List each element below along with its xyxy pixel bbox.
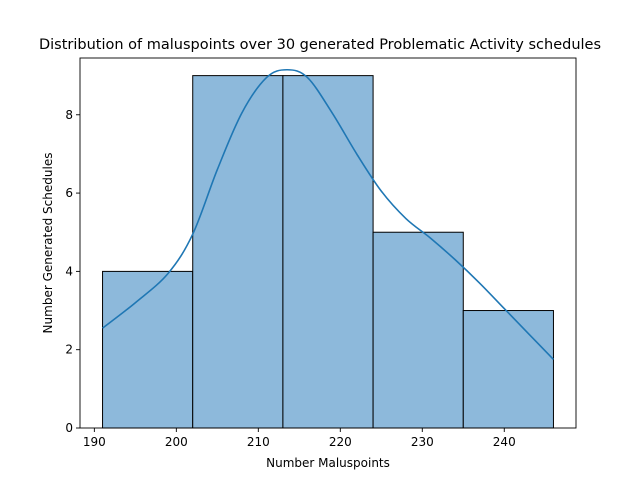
y-tick-label: 0: [65, 421, 73, 435]
kde-line: [102, 68, 555, 361]
histogram-bar: [192, 75, 284, 429]
axes: 190 200 210 220 230 240 0 2 4 6 8: [65, 57, 577, 449]
x-tick-label: 200: [165, 435, 188, 449]
x-tick-label: 190: [83, 435, 106, 449]
y-tick-label: 4: [65, 264, 73, 278]
x-tick-label: 210: [247, 435, 270, 449]
histogram-bar: [282, 75, 374, 429]
histogram-bar: [102, 270, 194, 429]
y-tick-label: 8: [65, 108, 73, 122]
x-tick-label: 220: [329, 435, 352, 449]
plot-area: [102, 68, 555, 429]
y-axis-label: Number Generated Schedules: [41, 153, 55, 334]
histogram-bar: [462, 310, 554, 429]
y-tick-label: 2: [65, 343, 73, 357]
x-axis-label: Number Maluspoints: [266, 456, 390, 470]
histogram-bar: [372, 231, 464, 429]
x-tick-label: 230: [411, 435, 434, 449]
axes-frame: [79, 57, 577, 429]
y-tick-label: 6: [65, 186, 73, 200]
chart-title: Distribution of maluspoints over 30 gene…: [39, 37, 601, 53]
x-tick-label: 240: [493, 435, 516, 449]
